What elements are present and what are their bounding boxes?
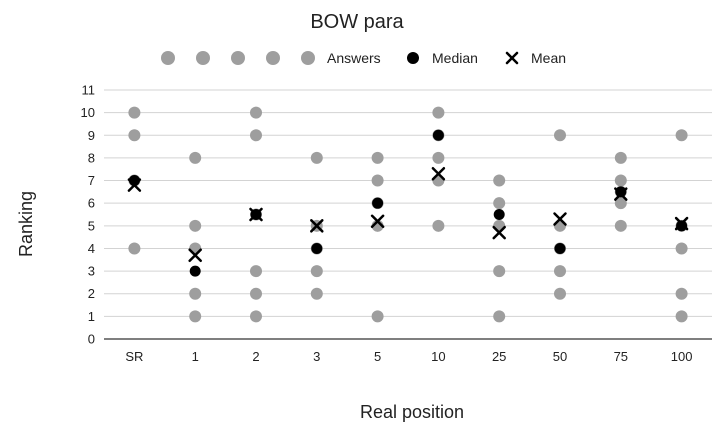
answer-point <box>493 265 506 278</box>
mean-point <box>553 212 567 226</box>
answer-point <box>250 106 262 119</box>
answer-point <box>554 265 566 278</box>
answer-point <box>675 310 688 323</box>
mean-point <box>614 187 628 201</box>
mean-point <box>431 167 446 181</box>
answer-point <box>250 310 262 323</box>
mean-point <box>370 214 385 229</box>
answer-point <box>554 287 566 300</box>
legend-median-label: Median <box>432 50 478 66</box>
x-tick-label: 25 <box>492 349 506 364</box>
answer-point <box>128 242 141 255</box>
legend-answers-label: Answers <box>327 50 381 66</box>
mean-point <box>492 225 506 240</box>
x-axis-ticks: SR 1 2 3 5 10 25 50 75 100 <box>125 349 692 364</box>
y-tick-label: 1 <box>88 309 95 324</box>
answer-point <box>554 129 566 142</box>
answer-point <box>432 106 445 119</box>
y-tick-label: 3 <box>88 264 95 279</box>
answer-point <box>310 265 323 278</box>
answer-point <box>432 219 445 232</box>
mean-point <box>127 178 142 192</box>
answer-point <box>614 174 627 187</box>
y-tick-label: 5 <box>88 218 95 233</box>
x-tick-label: 10 <box>431 349 445 364</box>
answer-point <box>128 106 141 119</box>
x-tick-label: 50 <box>553 349 567 364</box>
answer-point <box>189 287 202 300</box>
x-tick-label: 2 <box>252 349 259 364</box>
median-point <box>615 186 627 198</box>
legend-answers-marker <box>266 51 280 65</box>
answer-point <box>250 287 262 300</box>
median-series <box>128 129 688 277</box>
answer-point <box>128 129 141 142</box>
median-point <box>311 242 323 254</box>
legend-answers-marker <box>161 51 175 65</box>
legend-median-marker <box>407 52 419 64</box>
answer-point <box>310 287 323 300</box>
answer-point <box>614 151 627 164</box>
y-tick-label: 2 <box>88 286 95 301</box>
answers-series <box>128 106 688 323</box>
answer-point <box>250 265 262 278</box>
legend-mean-label: Mean <box>531 50 566 66</box>
median-point <box>372 197 384 209</box>
y-tick-label: 10 <box>81 105 95 120</box>
answer-point <box>493 310 506 323</box>
mean-point <box>188 248 202 262</box>
answer-point <box>371 174 384 187</box>
answer-point <box>493 197 506 210</box>
y-tick-label: 8 <box>88 150 95 165</box>
median-point <box>676 220 688 232</box>
y-tick-label: 0 <box>88 332 95 347</box>
y-tick-label: 7 <box>88 173 95 188</box>
answer-point <box>250 129 262 142</box>
answer-point <box>371 310 384 323</box>
legend: Answers Median Mean <box>161 50 566 66</box>
median-point <box>554 242 566 254</box>
answer-point <box>189 219 202 232</box>
answer-point <box>675 242 688 255</box>
legend-answers-marker <box>231 51 245 65</box>
answer-point <box>189 151 202 164</box>
answer-point <box>675 129 688 142</box>
mean-point <box>249 207 263 222</box>
x-tick-label: 3 <box>313 349 320 364</box>
answer-point <box>310 151 323 164</box>
median-point <box>432 129 444 141</box>
y-tick-label: 11 <box>82 83 96 98</box>
y-axis-ticks: 0 1 2 3 4 5 6 7 8 9 10 11 <box>81 83 95 347</box>
mean-series <box>127 167 689 262</box>
x-axis-title: Real position <box>360 402 464 422</box>
legend-mean-marker <box>505 51 519 65</box>
y-axis-title: Ranking <box>16 191 36 257</box>
answer-point <box>189 310 202 323</box>
answer-point <box>432 151 445 164</box>
answer-point <box>614 197 627 210</box>
legend-answers-marker <box>301 51 315 65</box>
answer-point <box>371 151 384 164</box>
answer-point <box>675 287 688 300</box>
mean-point <box>310 219 324 233</box>
mean-point <box>674 216 689 231</box>
median-point <box>189 265 201 277</box>
x-tick-label: 5 <box>374 349 381 364</box>
y-tick-label: 6 <box>88 196 95 211</box>
x-tick-label: 75 <box>614 349 628 364</box>
legend-answers-marker <box>196 51 210 65</box>
x-tick-label: SR <box>125 349 143 364</box>
median-point <box>493 209 505 220</box>
gridlines <box>104 89 712 340</box>
chart-title: BOW para <box>310 11 404 33</box>
x-tick-label: 100 <box>671 349 693 364</box>
x-tick-label: 1 <box>192 349 199 364</box>
answer-point <box>493 174 506 187</box>
y-tick-label: 9 <box>88 128 95 143</box>
answer-point <box>614 219 627 232</box>
y-tick-label: 4 <box>88 241 95 256</box>
